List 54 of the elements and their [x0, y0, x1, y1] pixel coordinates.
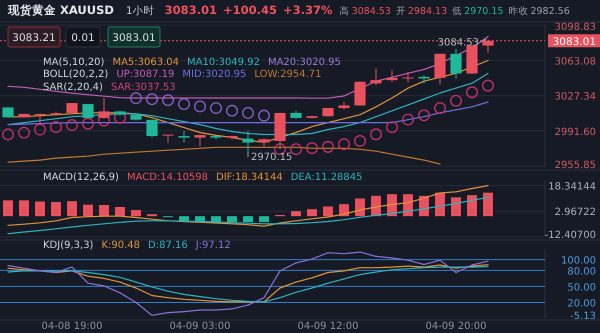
- legend-item: MA10:3049.92: [187, 57, 260, 68]
- legend-item: UP:3087.19: [116, 69, 174, 80]
- y-tick-label: 3027.34: [554, 92, 596, 103]
- y-tick-label: 80.00: [567, 266, 596, 278]
- header-item: 高: [340, 6, 350, 17]
- legend-item: DEA:11.28845: [290, 172, 363, 183]
- annotation: 3083.21: [12, 32, 56, 44]
- y-tick-label: 18.34144: [548, 182, 596, 193]
- legend-head: KDJ(9,3,3): [43, 240, 94, 251]
- title: 现货黄金 XAUUSD: [8, 3, 114, 17]
- legend-head: MACD(12,26,9): [43, 172, 119, 183]
- legend-head: MA(5,10,20): [43, 57, 104, 68]
- legend-item: MID:3020.95: [182, 69, 246, 80]
- y-tick-label: -5.13: [570, 311, 596, 322]
- y-tick-label: 2955.85: [554, 160, 596, 171]
- annotation: 0.01: [71, 32, 95, 44]
- header-item: +3.37%: [283, 3, 333, 17]
- header-item: 2984.13: [408, 6, 448, 17]
- header-item: 2970.15: [464, 6, 504, 17]
- legend-item: K:90.48: [101, 240, 140, 251]
- header-item: 2982.56: [530, 6, 570, 17]
- note: 2970.15: [251, 152, 292, 164]
- y-tick-label: 2991.60: [554, 126, 596, 138]
- header-item: 低: [452, 6, 462, 17]
- y-tick-label: 3063.08: [554, 56, 596, 68]
- header-item: 昨收: [508, 6, 528, 17]
- note: 3084.53: [438, 37, 479, 48]
- y-tick-label: 20.00: [567, 298, 596, 310]
- ref-line-label: 3083.01: [552, 36, 596, 48]
- y-tick-label: 3098.83: [554, 22, 596, 33]
- legend-head: BOLL(20,2,2): [43, 69, 108, 80]
- y-tick-label: 50.00: [567, 282, 596, 294]
- header-item: 开: [396, 6, 406, 17]
- header-item: 1小时: [126, 5, 155, 17]
- x-tick-label: 04-09 03:00: [169, 321, 231, 332]
- legend-item: DIF:18.34144: [216, 172, 283, 183]
- y-tick-label: -12.40700: [544, 230, 596, 241]
- legend-item: LOW:2954.71: [254, 69, 322, 80]
- header-item: 3084.53: [352, 6, 391, 17]
- legend-item: SAR:3037.53: [110, 82, 176, 93]
- header-item: 3083.01: [164, 3, 217, 17]
- legend-item: MA20:3020.95: [268, 57, 341, 68]
- y-tick-label: 2.96722: [554, 207, 596, 218]
- x-tick-label: 04-09 20:00: [425, 321, 487, 332]
- y-tick-label: 100.00: [561, 256, 596, 267]
- header-item: +100.45: [223, 3, 278, 17]
- x-tick-label: 04-09 12:00: [297, 321, 359, 332]
- legend-item: J:97.12: [196, 240, 231, 251]
- annotation: 3083.01: [112, 32, 156, 44]
- legend-item: D:87.16: [148, 240, 188, 251]
- x-tick-label: 04-08 19:00: [41, 321, 103, 332]
- legend-item: MA5:3063.04: [112, 57, 180, 68]
- legend-head: SAR(2,20,4): [43, 82, 103, 93]
- legend-item: MACD:14.10598: [126, 172, 208, 183]
